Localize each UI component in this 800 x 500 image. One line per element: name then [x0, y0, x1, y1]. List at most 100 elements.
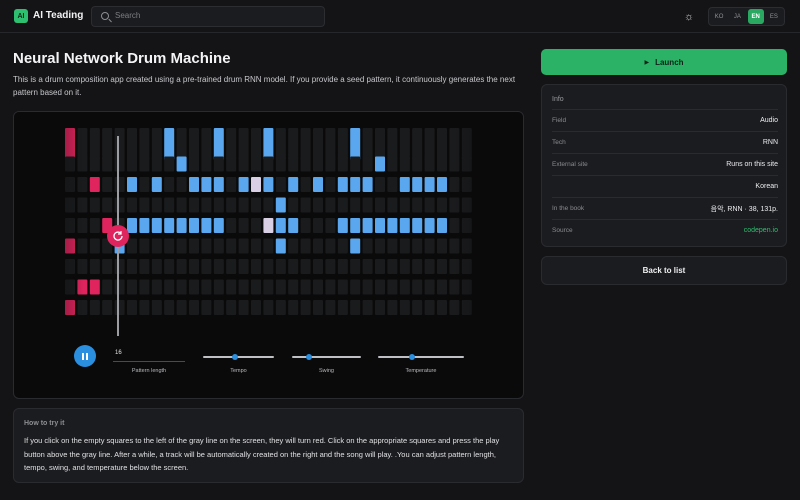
app-logo[interactable]: AI — [14, 9, 28, 23]
drum-cell-empty[interactable] — [213, 259, 224, 274]
drum-cell-empty[interactable] — [127, 156, 137, 172]
drum-cell-empty[interactable] — [325, 197, 336, 213]
drum-cell-empty[interactable] — [89, 238, 100, 254]
drum-cell-empty[interactable] — [375, 197, 385, 213]
drum-cell-empty[interactable] — [226, 238, 237, 254]
drum-cell-empty[interactable] — [362, 300, 373, 315]
drum-cell-empty[interactable] — [325, 156, 336, 172]
lang-es[interactable]: ES — [769, 13, 778, 20]
drum-cell-empty[interactable] — [313, 238, 323, 254]
drum-cell-empty[interactable] — [337, 238, 348, 254]
drum-cell-empty[interactable] — [362, 197, 373, 213]
drum-cell-empty[interactable] — [201, 128, 212, 160]
drum-cell-empty[interactable] — [238, 197, 249, 213]
lang-ja[interactable]: JA — [733, 13, 741, 20]
back-to-list-button[interactable]: Back to list — [541, 256, 787, 285]
drum-cell-empty[interactable] — [350, 156, 361, 172]
drum-cell-empty[interactable] — [399, 238, 410, 254]
drum-cell-empty[interactable] — [300, 279, 311, 295]
drum-cell-empty[interactable] — [313, 197, 323, 213]
drum-cell-generated[interactable] — [139, 218, 150, 233]
drum-cell-empty[interactable] — [151, 238, 162, 254]
drum-cell-empty[interactable] — [424, 259, 435, 274]
drum-cell-empty[interactable] — [189, 259, 199, 274]
drum-cell-empty[interactable] — [114, 197, 125, 213]
drum-cell-empty[interactable] — [139, 128, 150, 160]
drum-cell-empty[interactable] — [213, 197, 224, 213]
drum-cell-empty[interactable] — [337, 128, 348, 160]
drum-cell-generated[interactable] — [176, 218, 187, 233]
drum-cell-empty[interactable] — [325, 177, 336, 192]
drum-cell-empty[interactable] — [251, 300, 261, 315]
drum-cell-empty[interactable] — [164, 300, 175, 315]
drum-cell-empty[interactable] — [387, 197, 398, 213]
drum-cell-empty[interactable] — [251, 197, 261, 213]
drum-cell-empty[interactable] — [399, 279, 410, 295]
drum-cell-generated[interactable] — [387, 218, 398, 233]
drum-cell-empty[interactable] — [127, 238, 137, 254]
drum-cell-generated[interactable] — [213, 218, 224, 233]
drum-cell-empty[interactable] — [238, 128, 249, 160]
drum-cell-empty[interactable] — [300, 238, 311, 254]
drum-cell-empty[interactable] — [412, 156, 423, 172]
temperature-slider-knob[interactable] — [409, 354, 416, 360]
drum-cell-generated[interactable] — [164, 128, 175, 160]
drum-cell-empty[interactable] — [127, 197, 137, 213]
drum-cell-empty[interactable] — [226, 259, 237, 274]
drum-cell-empty[interactable] — [251, 156, 261, 172]
drum-cell-empty[interactable] — [387, 128, 398, 160]
drum-cell-generated[interactable] — [189, 218, 199, 233]
drum-cell-empty[interactable] — [313, 218, 323, 233]
drum-cell-empty[interactable] — [164, 279, 175, 295]
swing-slider[interactable] — [292, 354, 361, 360]
drum-cell-generated[interactable] — [213, 128, 224, 160]
drum-cell-empty[interactable] — [337, 300, 348, 315]
drum-cell-empty[interactable] — [102, 197, 113, 213]
drum-cell-empty[interactable] — [127, 259, 137, 274]
drum-cell-empty[interactable] — [275, 259, 286, 274]
theme-toggle-sun-icon[interactable]: ☼ — [683, 11, 695, 23]
drum-cell-empty[interactable] — [399, 197, 410, 213]
drum-cell-generated[interactable] — [151, 177, 162, 192]
drum-cell-empty[interactable] — [325, 300, 336, 315]
drum-cell-empty[interactable] — [102, 177, 113, 192]
drum-cell-empty[interactable] — [362, 238, 373, 254]
drum-cell-empty[interactable] — [412, 279, 423, 295]
drum-cell-generated[interactable] — [337, 218, 348, 233]
drum-cell-empty[interactable] — [201, 156, 212, 172]
drum-cell-generated[interactable] — [424, 218, 435, 233]
drum-cell-empty[interactable] — [226, 279, 237, 295]
drum-cell-generated[interactable] — [189, 177, 199, 192]
drum-cell-empty[interactable] — [288, 300, 299, 315]
drum-cell-empty[interactable] — [151, 156, 162, 172]
drum-cell-empty[interactable] — [164, 177, 175, 192]
drum-cell-empty[interactable] — [424, 300, 435, 315]
drum-cell-empty[interactable] — [288, 197, 299, 213]
drum-cell-empty[interactable] — [412, 197, 423, 213]
drum-cell-empty[interactable] — [300, 197, 311, 213]
drum-cell-generated[interactable] — [375, 218, 385, 233]
drum-cell-empty[interactable] — [226, 218, 237, 233]
drum-cell-empty[interactable] — [89, 218, 100, 233]
drum-cell-generated[interactable] — [201, 177, 212, 192]
drum-cell-empty[interactable] — [412, 238, 423, 254]
drum-cell-empty[interactable] — [362, 259, 373, 274]
drum-cell-generated[interactable] — [127, 218, 137, 233]
lang-ko[interactable]: KO — [714, 13, 724, 20]
drum-cell-empty[interactable] — [300, 259, 311, 274]
drum-cell-empty[interactable] — [176, 197, 187, 213]
drum-cell-empty[interactable] — [325, 279, 336, 295]
drum-cell-empty[interactable] — [337, 197, 348, 213]
drum-cell-empty[interactable] — [313, 279, 323, 295]
drum-grid[interactable] — [14, 112, 524, 399]
drum-cell-empty[interactable] — [412, 128, 423, 160]
drum-cell-generated[interactable] — [424, 177, 435, 192]
drum-cell-empty[interactable] — [288, 156, 299, 172]
regenerate-button[interactable] — [107, 225, 129, 247]
drum-cell-empty[interactable] — [114, 128, 125, 160]
drum-cell-empty[interactable] — [114, 300, 125, 315]
tempo-slider[interactable] — [203, 354, 274, 360]
drum-cell-empty[interactable] — [362, 279, 373, 295]
drum-cell-empty[interactable] — [189, 156, 199, 172]
drum-cell-empty[interactable] — [164, 156, 175, 172]
